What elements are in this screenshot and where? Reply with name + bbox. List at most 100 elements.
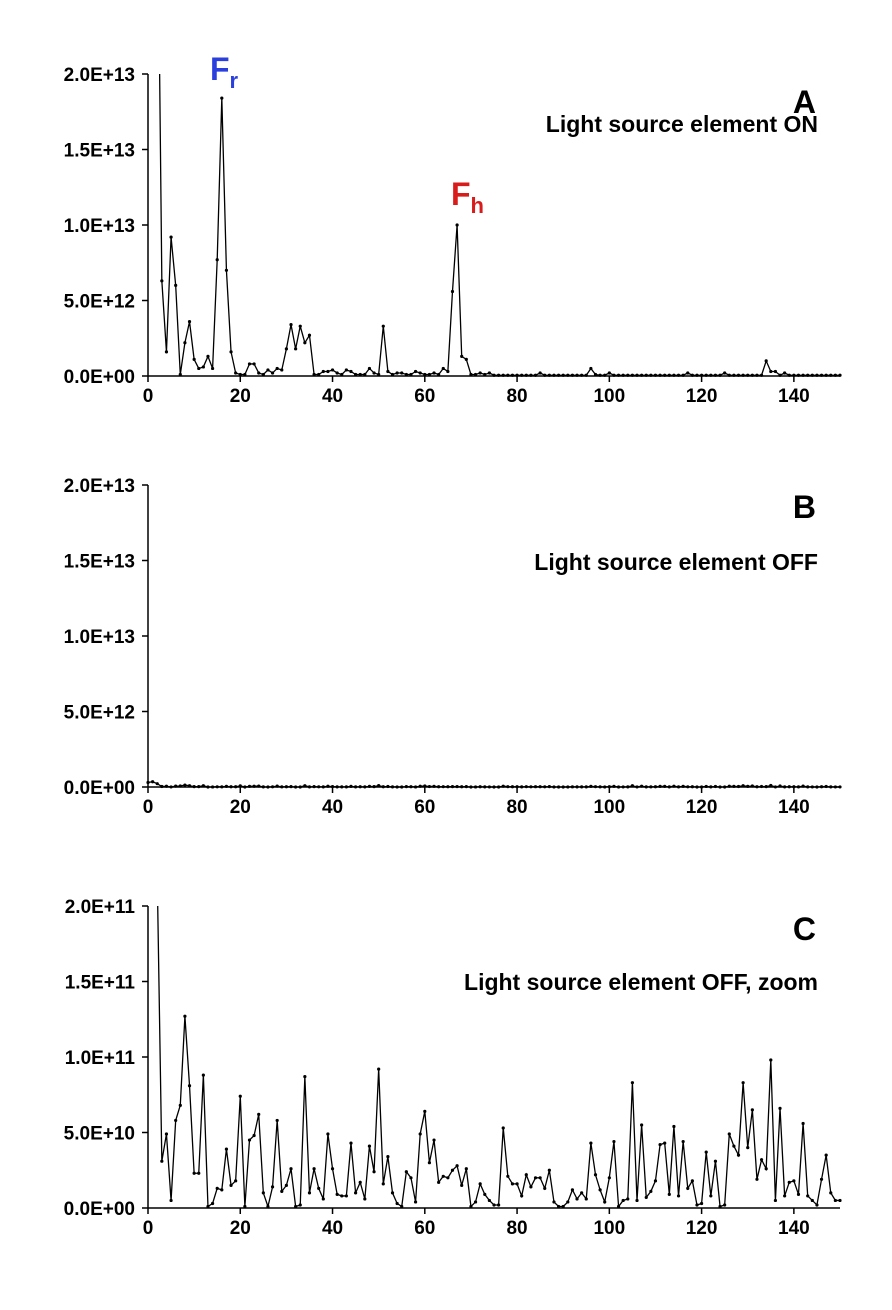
point: [833, 1198, 837, 1203]
point: [270, 785, 275, 789]
x-tick-label: 140: [778, 386, 810, 407]
point: [773, 785, 778, 789]
point: [787, 785, 791, 789]
point: [441, 1174, 445, 1178]
point: [621, 373, 625, 377]
point: [810, 1198, 814, 1203]
point: [340, 372, 344, 377]
point: [224, 268, 229, 272]
point: [317, 785, 321, 789]
point: [506, 1174, 510, 1178]
point: [404, 372, 408, 377]
point: [690, 1179, 694, 1183]
point: [561, 1204, 565, 1209]
point: [700, 1201, 704, 1206]
point: [589, 784, 593, 788]
point: [769, 369, 773, 374]
point: [570, 1188, 575, 1192]
point: [275, 366, 279, 371]
point: [386, 1155, 390, 1159]
point: [709, 785, 713, 789]
point: [164, 784, 169, 788]
point: [377, 1067, 381, 1071]
x-tick-label: 40: [322, 797, 343, 818]
point: [690, 373, 694, 377]
point: [566, 1200, 570, 1204]
point: [358, 372, 362, 377]
point: [556, 1204, 561, 1209]
point: [261, 1191, 265, 1195]
point: [593, 1173, 598, 1177]
point: [284, 347, 288, 351]
point: [510, 1182, 515, 1186]
point: [815, 1203, 819, 1207]
point: [321, 785, 325, 789]
point: [266, 1204, 270, 1209]
y-tick-label: 1.5E+13: [64, 141, 135, 162]
point: [330, 1167, 335, 1171]
point: [187, 320, 192, 324]
point: [501, 1126, 505, 1130]
point: [492, 785, 496, 789]
point: [501, 373, 505, 377]
point: [746, 784, 750, 788]
point: [667, 1192, 671, 1197]
line: [158, 74, 840, 377]
point: [478, 785, 482, 789]
point: [746, 1146, 750, 1150]
point: [169, 785, 173, 789]
point: [681, 784, 685, 788]
point: [570, 785, 575, 789]
point: [603, 373, 607, 377]
point: [197, 1171, 201, 1175]
point: [437, 1180, 441, 1184]
point: [736, 1153, 741, 1157]
point: [289, 1167, 293, 1171]
point: [252, 1133, 256, 1138]
point: [575, 373, 579, 377]
point: [460, 1183, 464, 1187]
point: [349, 369, 353, 374]
point: [598, 1188, 602, 1192]
point: [759, 1158, 764, 1162]
point: [598, 373, 602, 377]
point: [146, 780, 150, 785]
point: [437, 372, 441, 377]
point: [810, 785, 814, 789]
point: [658, 1142, 662, 1147]
x-tick-label: 100: [593, 1218, 625, 1239]
x-tick-label: 120: [686, 386, 718, 407]
point: [215, 1186, 219, 1190]
point: [169, 1198, 173, 1203]
point: [340, 785, 344, 789]
point: [183, 341, 187, 345]
point: [676, 1194, 681, 1198]
point: [626, 373, 630, 377]
point: [354, 1191, 358, 1195]
point: [390, 785, 395, 789]
series: [157, 906, 842, 1209]
point: [524, 1173, 528, 1177]
y-tick-label: 0.0E+00: [64, 778, 135, 799]
point: [529, 1185, 533, 1189]
point: [787, 1180, 791, 1184]
point: [174, 1118, 178, 1123]
point: [653, 1179, 658, 1183]
point: [220, 96, 224, 100]
y-tick-label: 2.0E+13: [64, 476, 135, 497]
point: [570, 373, 575, 377]
point: [621, 785, 625, 789]
point: [303, 784, 307, 788]
point: [713, 784, 718, 789]
point: [520, 373, 524, 377]
point: [566, 373, 570, 377]
point: [713, 1159, 718, 1163]
point: [178, 784, 182, 788]
point: [607, 785, 611, 789]
point: [732, 1144, 736, 1148]
point: [340, 1194, 344, 1198]
point: [390, 372, 395, 377]
point: [307, 333, 312, 337]
y-tick-label: 0.0E+00: [64, 367, 135, 388]
point: [723, 1203, 727, 1207]
